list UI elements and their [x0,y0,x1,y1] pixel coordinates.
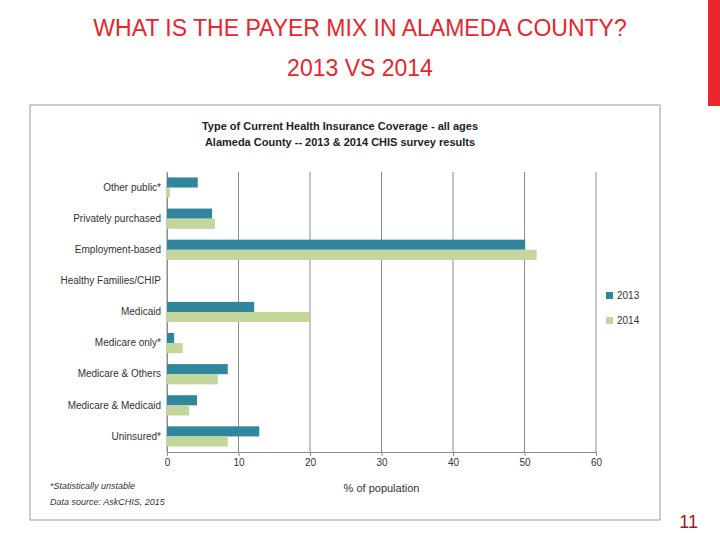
x-tick-label: 30 [376,457,388,468]
grid-line [381,172,382,452]
legend-swatch [606,292,613,299]
x-axis-line [168,453,597,457]
bar [167,426,259,436]
y-axis: Other public* Privately purchased Employme… [60,173,167,453]
bar [167,436,228,446]
bar [167,395,197,405]
x-tick: 20 [305,452,317,468]
slide-title: 2013 VS 2014 [287,55,433,81]
bar [167,302,254,312]
x-tick-label: 60 [591,457,603,468]
bar [167,219,215,229]
x-tick: 50 [519,452,531,468]
bar [167,374,218,384]
chart-title: Type of Current Health Insurance Coverag… [202,120,478,132]
grid [167,172,596,452]
x-tick: 60 [591,452,603,468]
chart-frame [30,105,660,520]
x-tick: 30 [376,452,388,468]
y-tick-label: Privately purchased [73,213,161,224]
bar [167,240,525,250]
y-tick-label: Medicare & Others [78,368,161,379]
y-tick-label: Uninsured* [112,431,162,442]
bar [167,271,168,281]
bar [167,312,309,322]
x-tick-mark [382,452,383,456]
x-tick-mark [596,452,597,456]
bar [167,343,183,353]
x-tick: 10 [233,452,245,468]
legend-swatch [606,317,613,324]
x-tick-label: 40 [448,457,460,468]
y-tick: Medicare & Others [78,368,167,379]
bar [167,177,198,187]
annotation: *Statistically unstable [50,481,135,491]
accent-bar [708,0,720,106]
y-tick-label: Medicare & Medicaid [68,400,161,411]
legend: 2013 2014 [606,290,640,326]
y-tick-label: Other public* [103,182,161,193]
y-tick-label: Medicaid [121,306,161,317]
bars [167,177,537,446]
y-tick: Healthy Families/CHIP [60,275,167,286]
y-tick-label: Medicare only* [95,337,161,348]
bar [167,364,228,374]
y-tick: Medicare only* [95,337,167,348]
bar [167,250,537,260]
slide-title: WHAT IS THE PAYER MIX IN ALAMEDA COUNTY? [93,15,626,41]
y-tick-label: Employment-based [75,244,161,255]
x-axis: 0 10 20 30 40 50 60 [165,452,603,468]
bar [167,209,212,219]
x-tick-label: 10 [233,457,245,468]
x-tick-label: 50 [519,457,531,468]
bar [167,333,174,343]
slide: WHAT IS THE PAYER MIX IN ALAMEDA COUNTY?… [0,0,720,540]
legend-label: 2013 [617,290,640,301]
y-tick: Medicaid [121,306,167,317]
x-axis-title: % of population [344,482,420,494]
y-tick: Privately purchased [73,213,167,224]
grid-line [524,172,525,452]
x-tick-label: 20 [305,457,317,468]
bar [167,188,170,198]
bar [167,405,189,415]
bar [167,281,168,291]
y-tick: Other public* [103,182,167,193]
x-tick-mark [239,452,240,456]
x-tick-mark [310,452,311,456]
legend-label: 2014 [617,315,640,326]
page-number: 11 [679,512,698,532]
y-tick-label: Healthy Families/CHIP [60,275,161,286]
x-tick-mark [525,452,526,456]
x-tick: 0 [165,452,171,468]
grid-line [453,172,454,452]
chart-subtitle: Alameda County -- 2013 & 2014 CHIS surve… [205,136,475,148]
x-tick-mark [167,452,168,456]
grid-line [310,172,311,452]
annotation: Data source: AskCHIS, 2015 [50,497,166,507]
y-tick: Uninsured* [112,431,167,442]
x-tick-label: 0 [165,457,171,468]
grid-line [596,172,597,452]
y-tick: Employment-based [75,244,167,255]
x-tick: 40 [448,452,460,468]
y-tick: Medicare & Medicaid [68,400,167,411]
x-tick-mark [453,452,454,456]
